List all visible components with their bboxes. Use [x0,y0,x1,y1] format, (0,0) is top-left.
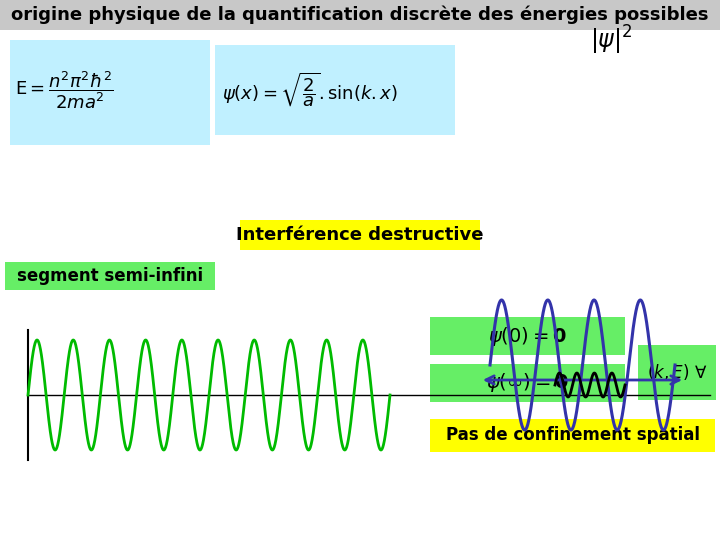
Bar [215,45,455,135]
Bar [430,317,625,355]
Text: $\psi(x) = \sqrt{\dfrac{2}{a}}.\sin(k.x)$: $\psi(x) = \sqrt{\dfrac{2}{a}}.\sin(k.x)… [222,71,398,109]
Text: origine physique de la quantification discrète des énergies possibles: origine physique de la quantification di… [12,6,708,24]
Text: segment semi-infini: segment semi-infini [17,267,203,285]
Text: Pas de confinement spatial: Pas de confinement spatial [446,427,700,444]
Bar [430,419,715,452]
Bar [0,0,720,30]
Text: $\mathrm{E} = \dfrac{n^2\pi^2\hbar^2}{2ma^2}$: $\mathrm{E} = \dfrac{n^2\pi^2\hbar^2}{2m… [15,69,114,111]
Text: Interférence destructive: Interférence destructive [236,226,484,244]
Bar [430,364,625,402]
Bar [638,345,716,400]
Text: $\psi(0) = \mathbf{0}$: $\psi(0) = \mathbf{0}$ [488,325,567,348]
Text: $\psi(\infty) = \mathbf{0}$: $\psi(\infty) = \mathbf{0}$ [486,372,569,395]
Bar [240,220,480,250]
Text: $|\psi|^2$: $|\psi|^2$ [590,23,633,57]
Text: $(k,E)\ \forall$: $(k,E)\ \forall$ [647,362,707,382]
Bar [10,40,210,145]
Bar [5,262,215,290]
